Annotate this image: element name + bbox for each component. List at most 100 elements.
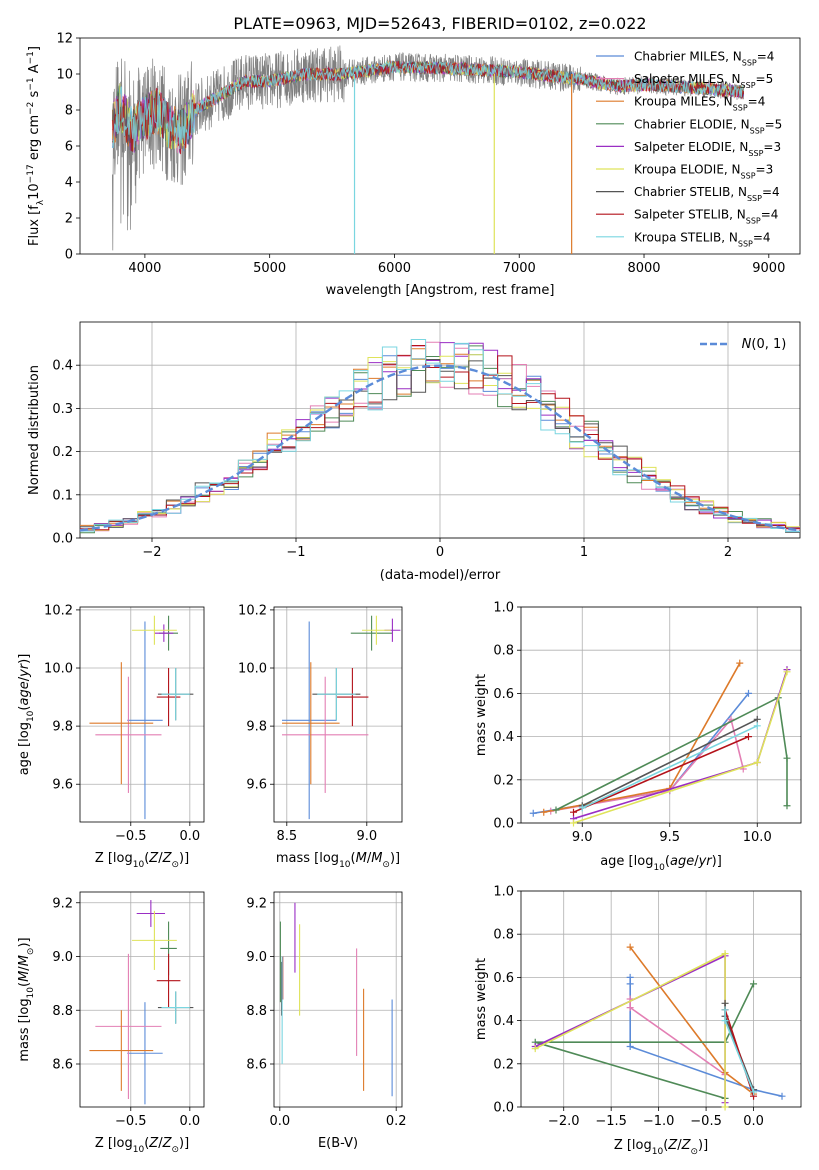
- weight-line: [581, 718, 758, 807]
- label-part: −17: [26, 164, 36, 183]
- plots: 4000 5000 6000 7000 8000 9000024681012wavelen…: [17, 32, 802, 1157]
- x-tick-label: −0.5: [115, 829, 147, 844]
- label-part: (: [663, 1138, 668, 1153]
- y-tick-label: 8.8: [52, 1004, 73, 1019]
- x-tick-label: 4000: [128, 261, 161, 276]
- weight-marker: [578, 804, 586, 812]
- x-tick-label: 1: [580, 545, 588, 560]
- legend-suffix: =4: [753, 230, 771, 244]
- x-tick-label: −0.5: [115, 1114, 147, 1129]
- x-tick-label: −1: [286, 545, 305, 560]
- weight-marker: [783, 668, 791, 676]
- label-part: Z: [162, 851, 173, 866]
- weight-marker: [626, 1043, 634, 1051]
- weight-marker: [570, 808, 577, 816]
- y-axis-label: mass [log10(M/M⊙)]: [17, 937, 36, 1061]
- label-part: age [log: [17, 722, 32, 775]
- label-part: Z: [148, 1136, 159, 1151]
- y-tick-label: 0.8: [493, 644, 514, 659]
- weight-marker: [626, 1004, 634, 1012]
- y-tick-label: 9.2: [52, 896, 73, 911]
- weight-marker: [540, 808, 548, 816]
- label-part: 10: [133, 1145, 145, 1155]
- label-part: s: [27, 90, 42, 101]
- label-part: age: [670, 854, 694, 869]
- label-part: (0, 1): [751, 337, 786, 352]
- y-tick-label: 0: [65, 248, 73, 263]
- label-part: )]: [179, 851, 189, 866]
- label-part: (: [665, 854, 670, 869]
- label-part: )]: [698, 1138, 708, 1153]
- y-tick-label: 0.3: [52, 402, 73, 417]
- legend-sub: SSP: [738, 239, 753, 248]
- label-part: E(B-V): [318, 1136, 358, 1151]
- y-tick-label: 0.2: [52, 445, 73, 460]
- y-tick-label: 10.2: [238, 603, 267, 618]
- model-spectrum-line: [111, 60, 745, 150]
- label-part: 10: [339, 860, 351, 870]
- label-part: )]: [712, 854, 722, 869]
- legend-entry: Kroupa MILES, NSSP=4: [634, 95, 765, 113]
- legend-sub: SSP: [747, 194, 762, 203]
- legend-text: Kroupa ELODIE, N: [634, 163, 741, 177]
- weight-line: [534, 983, 755, 1100]
- weight-marker: [778, 1092, 786, 1100]
- x-tick-label: 8000: [627, 261, 660, 276]
- label-part: )]: [179, 1136, 189, 1151]
- legend-text: Kroupa STELIB, N: [634, 230, 738, 244]
- y-tick-label: 0.0: [493, 817, 514, 832]
- x-tick-label: 0.0: [269, 1114, 290, 1129]
- label-part: 10: [27, 183, 42, 200]
- x-tick-label: 0.2: [386, 1114, 407, 1129]
- legend-entry: Salpeter STELIB, NSSP=4: [634, 208, 778, 226]
- label-part: /: [158, 1136, 163, 1151]
- x-axis-label: age [log10(age/yr)]: [600, 854, 722, 873]
- weight-line: [573, 735, 749, 813]
- label-part: ]: [27, 46, 42, 51]
- weight-marker: [753, 759, 761, 767]
- x-axis-label: mass [log10(M/M⊙)]: [276, 851, 400, 870]
- label-part: Z: [148, 851, 159, 866]
- weight-line: [550, 717, 745, 812]
- legend-sub: SSP: [742, 58, 757, 67]
- y-tick-label: 4: [65, 176, 73, 191]
- label-part: /: [158, 851, 163, 866]
- y-tick-label: 8.6: [52, 1058, 73, 1073]
- weight-marker: [750, 980, 758, 988]
- label-part: Z [log: [95, 1136, 133, 1151]
- label-part: /: [17, 966, 32, 971]
- label-part: N: [742, 337, 752, 352]
- weight-marker: [721, 950, 729, 958]
- label-part: age [log: [600, 854, 653, 869]
- weight-marker: [570, 819, 577, 827]
- label-part: Z: [667, 1138, 678, 1153]
- label-part: yr: [17, 662, 32, 678]
- label-part: 10: [26, 987, 36, 999]
- label-part: Z: [681, 1138, 692, 1153]
- label-part: mass [log: [276, 851, 339, 866]
- y-tick-label: 0.4: [52, 359, 73, 374]
- x-axis-label: Z [log10(Z/Z⊙)]: [95, 851, 189, 870]
- legend-entry: N(0, 1): [742, 337, 787, 352]
- y-tick-label: 8: [65, 104, 73, 119]
- y-axis-label: age [log10(age/yr)]: [17, 654, 36, 776]
- legend-suffix: =3: [763, 140, 781, 154]
- x-axis-label: (data-model)/error: [380, 568, 501, 583]
- weight-marker: [721, 1006, 729, 1014]
- label-part: 10: [653, 863, 665, 873]
- weight-marker: [745, 689, 752, 697]
- weight-marker: [736, 659, 744, 667]
- axes-frame: [520, 606, 802, 824]
- x-tick-label: 6000: [378, 261, 411, 276]
- x-tick-label: 9.5: [659, 830, 680, 845]
- weight-line: [581, 725, 758, 809]
- label-part: (: [351, 851, 356, 866]
- label-part: M: [371, 851, 382, 866]
- x-tick-label: 9000: [752, 261, 785, 276]
- weight-marker: [552, 806, 560, 814]
- label-part: erg cm: [27, 115, 42, 164]
- legend-entry: Salpeter ELODIE, NSSP=3: [634, 140, 781, 158]
- label-part: M: [17, 971, 32, 982]
- y-tick-label: 8.6: [246, 1058, 267, 1073]
